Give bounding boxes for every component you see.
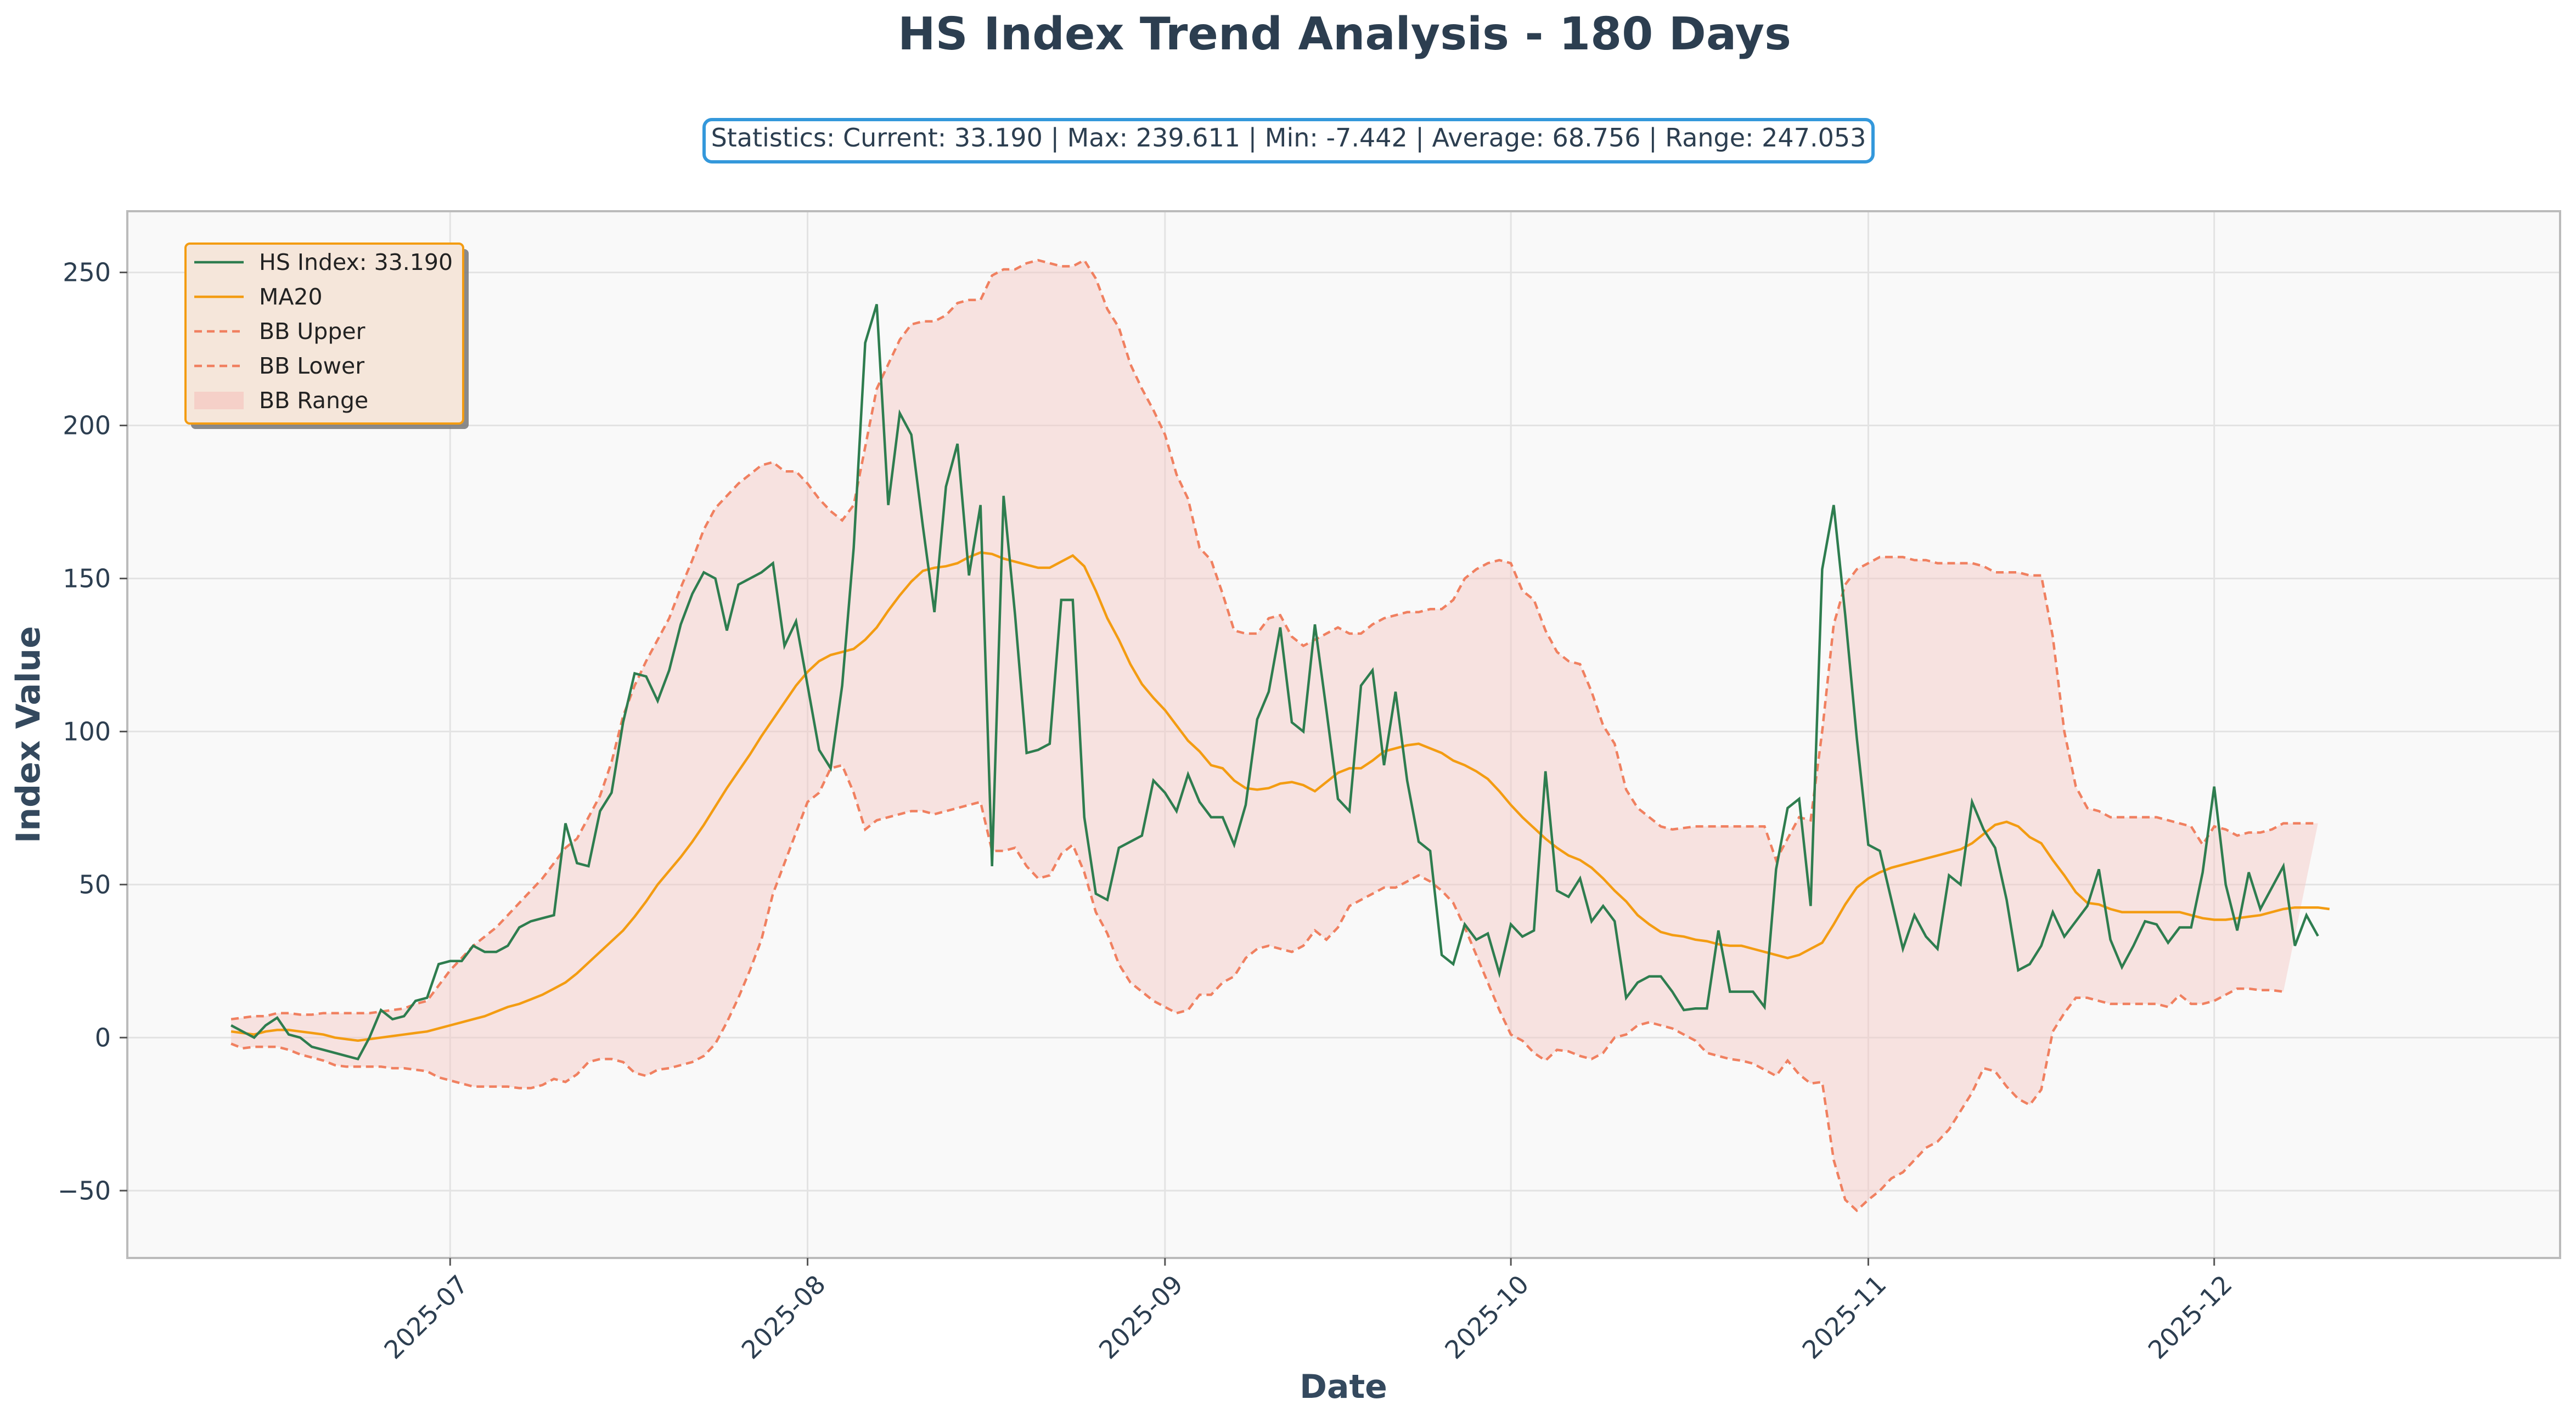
x-tick-label-1: 2025-08: [736, 1269, 831, 1365]
x-axis-ticks: 2025-07 2025-08 2025-09 2025-10 2025-11 2025-…: [378, 1258, 2238, 1365]
legend-label-bb-lower: BB Lower: [259, 353, 364, 379]
chart-title: HS Index Trend Analysis - 180 Days: [898, 8, 1791, 60]
stats-box: Statistics: Current: 33.190 | Max: 239.6…: [702, 118, 1875, 163]
ma20-line: [230, 551, 2330, 1042]
x-axis-label: Date: [1300, 1368, 1387, 1406]
x-tick-label-3: 2025-10: [1439, 1269, 1534, 1365]
x-tick-label-4: 2025-11: [1796, 1269, 1892, 1365]
y-tick-label-2: 150: [63, 563, 111, 593]
y-tick-label-0: 250: [63, 258, 111, 287]
grid: [127, 211, 2560, 1258]
x-tick-label-5: 2025-12: [2142, 1269, 2238, 1365]
bb-lower-line: [230, 764, 2284, 1212]
legend-label-ma20: MA20: [259, 284, 323, 310]
y-tick-label-5: 0: [95, 1023, 111, 1052]
stats-box-frame: [702, 118, 1875, 163]
legend-label-bb-upper: BB Upper: [259, 318, 365, 345]
legend-label-bb-range: BB Range: [259, 387, 368, 414]
legend-label-hs: HS Index: 33.190: [259, 249, 453, 275]
plot-frame: [126, 210, 2561, 1259]
y-tick-label-1: 200: [63, 411, 111, 441]
x-tick-label-0: 2025-07: [378, 1269, 474, 1365]
y-axis-label: Index Value: [9, 626, 48, 843]
legend-box: [184, 242, 464, 425]
legend: HS Index: 33.190 MA20 BB Upper BB Lower …: [184, 242, 469, 429]
y-tick-label-3: 100: [63, 716, 111, 746]
x-tick-label-2: 2025-09: [1093, 1269, 1189, 1365]
bb-range-fill: [231, 260, 2318, 1211]
plot-background: [127, 211, 2560, 1258]
hs-index-line: [230, 303, 2319, 1061]
legend-swatch-bb-range: [194, 392, 244, 409]
y-axis-ticks: 250 200 150 100 50 0 −50: [58, 258, 127, 1205]
stats-label: Statistics: Current: 33.190 | Max: 239.6…: [711, 123, 1866, 153]
plot-area: [126, 210, 2561, 1259]
y-tick-label-6: −50: [58, 1176, 111, 1205]
y-tick-label-4: 50: [78, 870, 111, 899]
